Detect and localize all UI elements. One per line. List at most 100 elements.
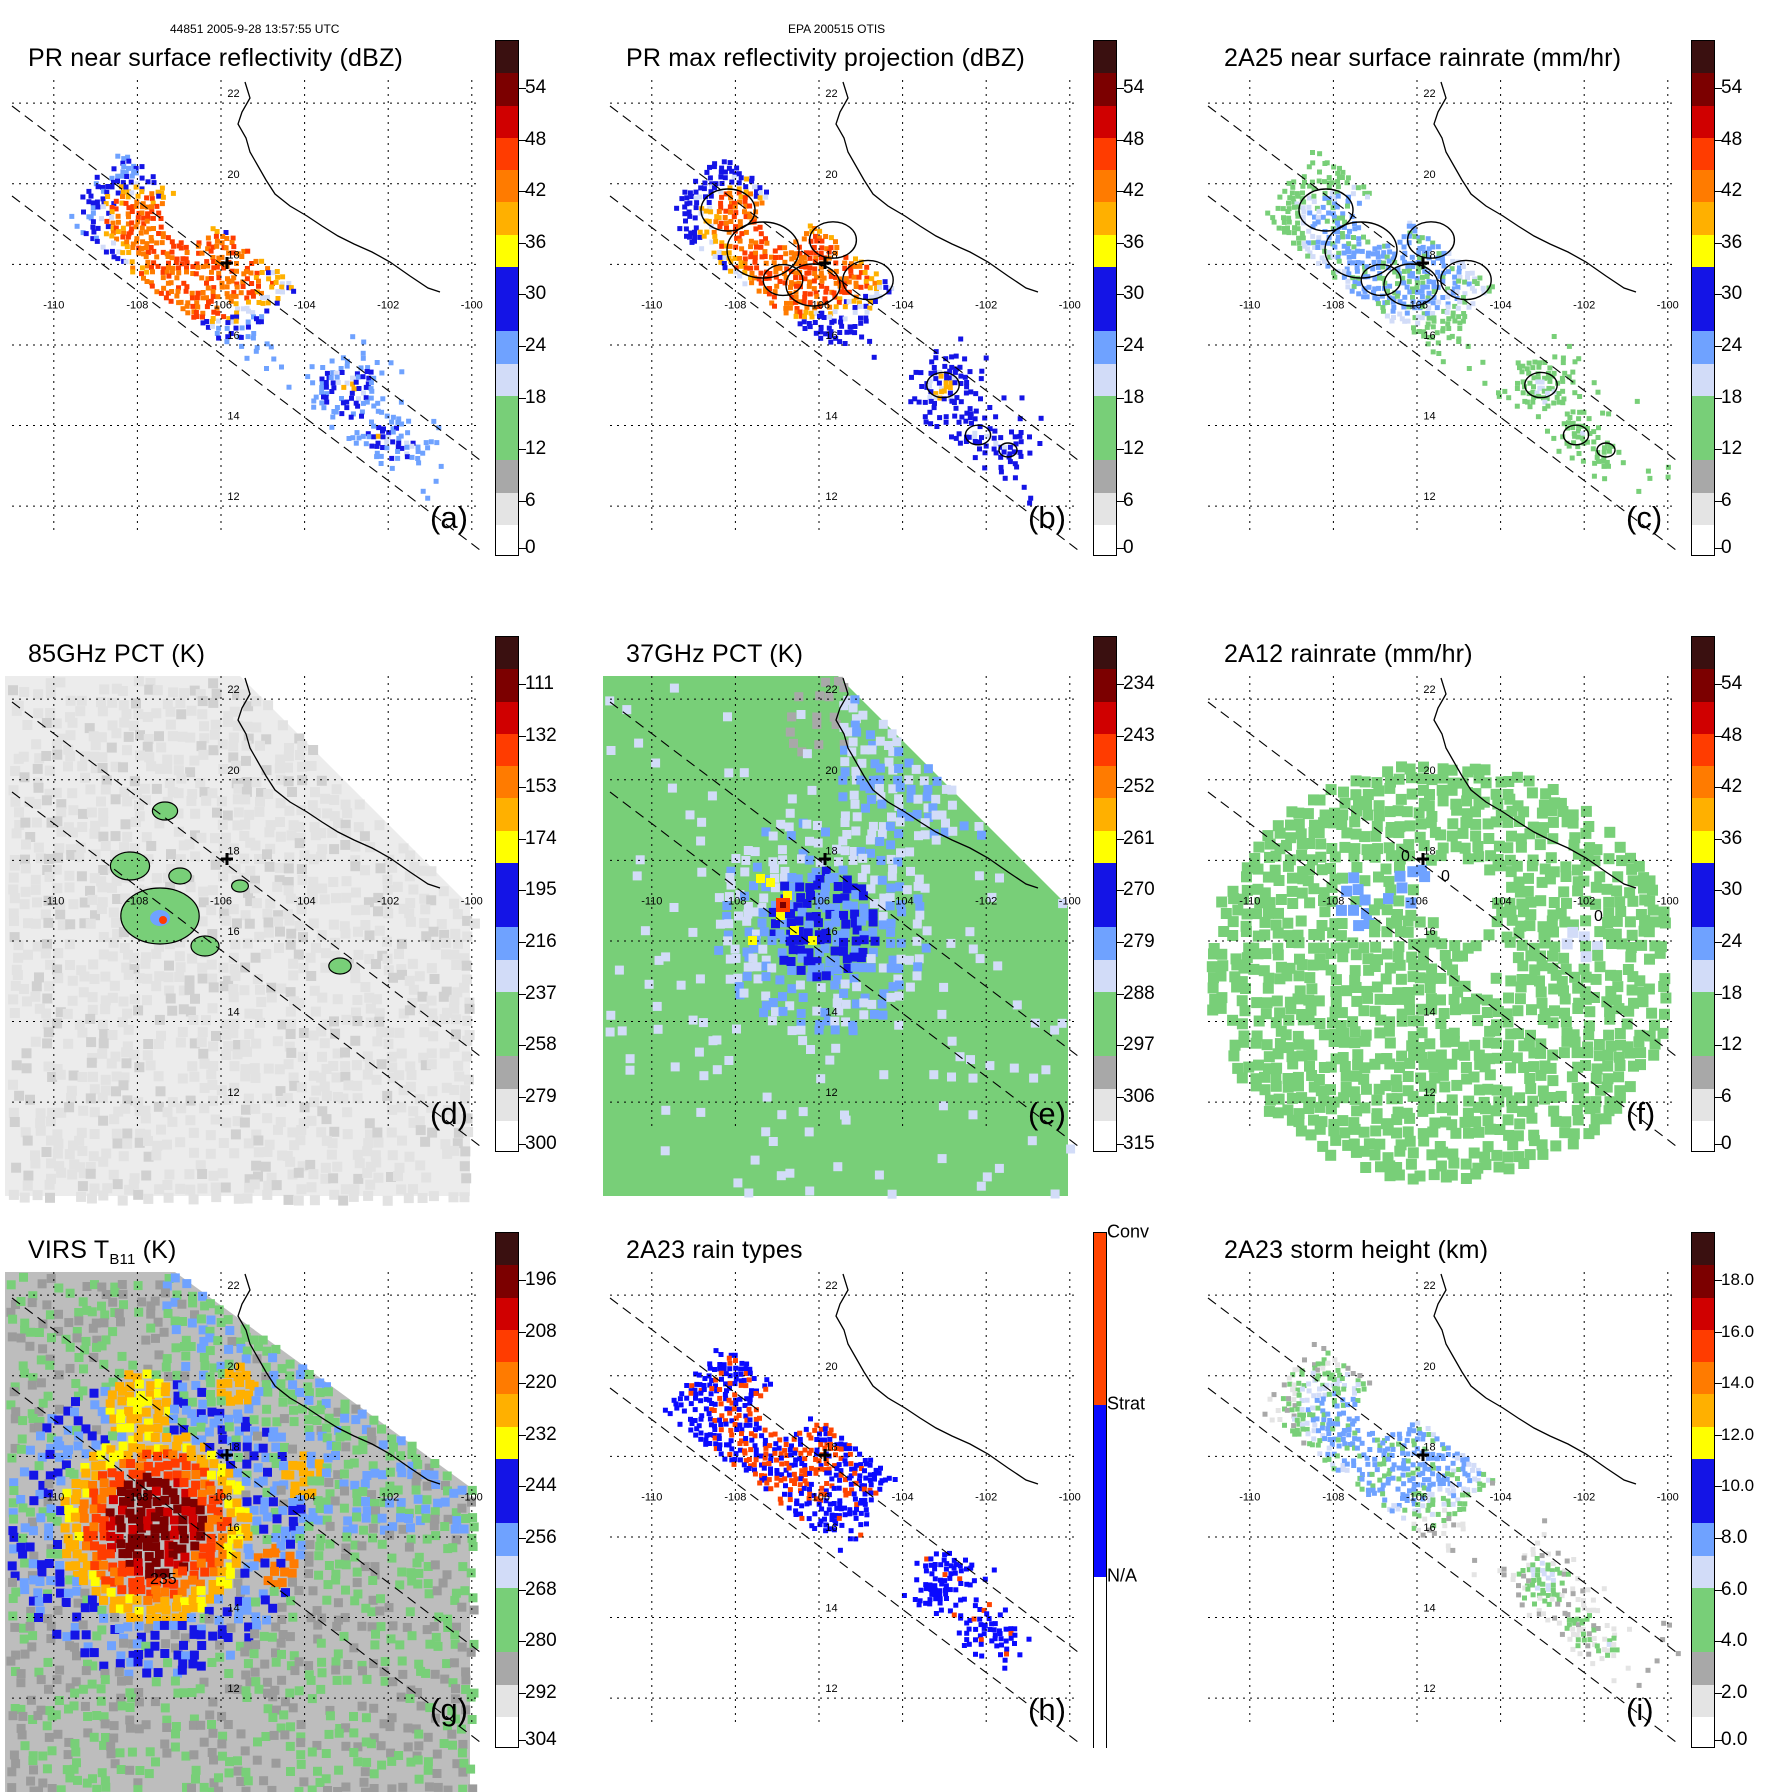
colorbar-segment (1692, 1121, 1714, 1152)
colorbar-segment (1692, 1652, 1714, 1685)
panel-title-text: VIRS T (28, 1236, 109, 1264)
panel-label: (e) (1028, 1096, 1066, 1132)
lat-tick-label: 14 (227, 1603, 239, 1615)
colorbar-segment (496, 637, 518, 670)
colorbar-segment (1094, 73, 1116, 106)
colorbar-segment (496, 493, 518, 526)
colorbar-segment (1692, 202, 1714, 235)
colorbar-segment (1692, 73, 1714, 106)
lon-tick-label: -100 (461, 896, 483, 908)
colorbar-segment (1692, 1394, 1714, 1427)
colorbar-category-label: Conv (1107, 1222, 1149, 1243)
colorbar-segment (1692, 1717, 1714, 1748)
colorbar-segment (1692, 831, 1714, 864)
colorbar-segment (496, 41, 518, 74)
colorbar-segment (496, 1394, 518, 1427)
colorbar-tick-label: 14.0 (1721, 1373, 1754, 1393)
lat-tick-label: 18 (1423, 1441, 1435, 1453)
colorbar-segment (1094, 927, 1116, 960)
colorbar-category-label: Strat (1107, 1394, 1145, 1415)
colorbar-tick-label: 36 (1721, 232, 1742, 254)
colorbar-segment (1692, 1556, 1714, 1589)
lon-tick-label: -106 (210, 1492, 232, 1504)
colorbar-bar (1691, 636, 1715, 1152)
colorbar-segment (496, 1362, 518, 1395)
lat-tick-label: 18 (227, 845, 239, 857)
colorbar-segment (1094, 106, 1116, 139)
colorbar-segment (1692, 170, 1714, 203)
colorbar-segment (1692, 1265, 1714, 1298)
lon-tick-label: -106 (1406, 1492, 1428, 1504)
colorbar-tick-label: 243 (1123, 725, 1155, 747)
lon-tick-label: -110 (641, 896, 662, 908)
colorbar-tick-label: 24 (1123, 335, 1144, 357)
lat-tick-label: 18 (825, 845, 837, 857)
lat-tick-label: 16 (825, 1522, 837, 1534)
colorbar-tick-label: 30 (1123, 283, 1144, 305)
colorbar-segment (496, 525, 518, 556)
lon-tick-label: -108 (126, 300, 148, 312)
lon-tick-label: -100 (461, 1492, 483, 1504)
colorbar-segment (1094, 1056, 1116, 1089)
lat-tick-label: 16 (1423, 330, 1435, 342)
lon-tick-label: -106 (210, 300, 232, 312)
colorbar-segment (1692, 766, 1714, 799)
colorbar-tick-label: 42 (525, 180, 546, 202)
colorbar-segment (496, 1523, 518, 1556)
colorbar-segment (496, 73, 518, 106)
lat-tick-label: 14 (1423, 411, 1435, 423)
lat-tick-label: 18 (227, 249, 239, 261)
colorbar-segment (1692, 1056, 1714, 1089)
colorbar-segment (496, 1427, 518, 1460)
lon-tick-label: -100 (461, 300, 483, 312)
colorbar-segment (496, 1717, 518, 1748)
lat-tick-label: 16 (825, 330, 837, 342)
lon-tick-label: -110 (1239, 300, 1260, 312)
panel-title-text: 85GHz PCT (K) (28, 640, 205, 668)
colorbar-segment (496, 734, 518, 767)
lat-tick-label: 16 (227, 330, 239, 342)
lon-tick-label: -110 (1239, 1492, 1260, 1504)
colorbar-segment (1094, 1024, 1116, 1057)
colorbar-tick-label: 0 (525, 537, 536, 559)
colorbar-tick-label: 195 (525, 879, 557, 901)
panel-label: (b) (1028, 500, 1066, 536)
colorbar-tick-label: 54 (525, 77, 546, 99)
lat-tick-label: 20 (825, 765, 837, 777)
colorbar-segment (496, 1330, 518, 1363)
colorbar-segment (1094, 1233, 1106, 1405)
colorbar-tick-label: 252 (1123, 776, 1155, 798)
colorbar-segment (1094, 1089, 1116, 1122)
lon-tick-label: -106 (808, 896, 830, 908)
lon-tick-label: -102 (975, 1492, 997, 1504)
colorbar-segment (1692, 331, 1714, 364)
colorbar-segment (1094, 525, 1116, 556)
colorbar-tick-label: 12 (525, 438, 546, 460)
lon-tick-label: -106 (808, 300, 830, 312)
colorbar-segment (1692, 1523, 1714, 1556)
colorbar-segment (496, 1620, 518, 1653)
colorbar-segment (1692, 863, 1714, 896)
colorbar-bar (1093, 40, 1117, 556)
lon-tick-label: -108 (724, 1492, 746, 1504)
colorbar-segment (1094, 396, 1116, 429)
panel-title-unit: (K) (136, 1236, 177, 1264)
panel-label: (f) (1626, 1096, 1655, 1132)
colorbar-tick-label: 18 (525, 387, 546, 409)
contour-label: 235 (150, 1571, 177, 1588)
colorbar-tick-label: 4.0 (1721, 1630, 1747, 1652)
colorbar-tick-label: 24 (1721, 931, 1742, 953)
colorbar-tick-label: 42 (1123, 180, 1144, 202)
colorbar-tick-label: 6 (525, 490, 536, 512)
colorbar-tick-label: 220 (525, 1372, 557, 1394)
panel-title: VIRS TB11 (K) (28, 1236, 177, 1268)
lat-tick-label: 12 (825, 1683, 837, 1695)
colorbar-segment (1692, 1427, 1714, 1460)
